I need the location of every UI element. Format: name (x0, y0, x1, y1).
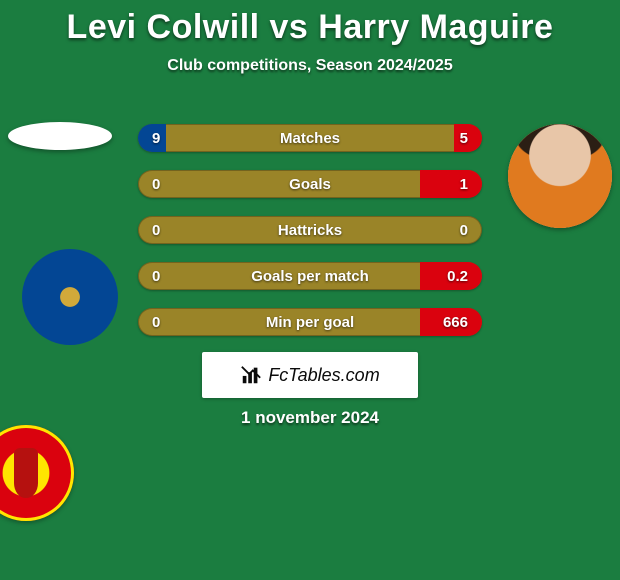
stat-label: Min per goal (192, 314, 428, 331)
stat-right-value: 0.2 (428, 268, 482, 285)
club-crest-manutd (0, 425, 74, 521)
player2-face (508, 124, 612, 228)
stat-left-value: 0 (138, 314, 192, 331)
stat-right-value: 5 (428, 130, 482, 147)
stat-bars: 9Matches50Goals10Hattricks00Goals per ma… (138, 124, 482, 354)
date-text: 1 november 2024 (0, 408, 620, 428)
stat-right-value: 1 (428, 176, 482, 193)
stat-right-value: 666 (428, 314, 482, 331)
page-title: Levi Colwill vs Harry Maguire (0, 8, 620, 47)
brand-badge: FcTables.com (202, 352, 418, 398)
stat-left-value: 9 (138, 130, 192, 147)
stat-left-value: 0 (138, 222, 192, 239)
stat-bar: 9Matches5 (138, 124, 482, 152)
club-crest-chelsea (22, 249, 118, 345)
bar-chart-icon (240, 364, 262, 386)
stat-bar: 0Goals1 (138, 170, 482, 198)
stat-right-value: 0 (428, 222, 482, 239)
stat-left-value: 0 (138, 176, 192, 193)
stat-bar: 0Hattricks0 (138, 216, 482, 244)
infographic-card: Levi Colwill vs Harry Maguire Club compe… (0, 0, 620, 440)
player2-avatar (508, 124, 612, 228)
stat-bar: 0Goals per match0.2 (138, 262, 482, 290)
player1-avatar (8, 122, 112, 150)
stat-label: Goals (192, 176, 428, 193)
subtitle: Club competitions, Season 2024/2025 (0, 57, 620, 75)
stat-label: Hattricks (192, 222, 428, 239)
brand-text: FcTables.com (268, 365, 379, 386)
stat-label: Goals per match (192, 268, 428, 285)
stat-bar: 0Min per goal666 (138, 308, 482, 336)
stat-label: Matches (192, 130, 428, 147)
stat-left-value: 0 (138, 268, 192, 285)
